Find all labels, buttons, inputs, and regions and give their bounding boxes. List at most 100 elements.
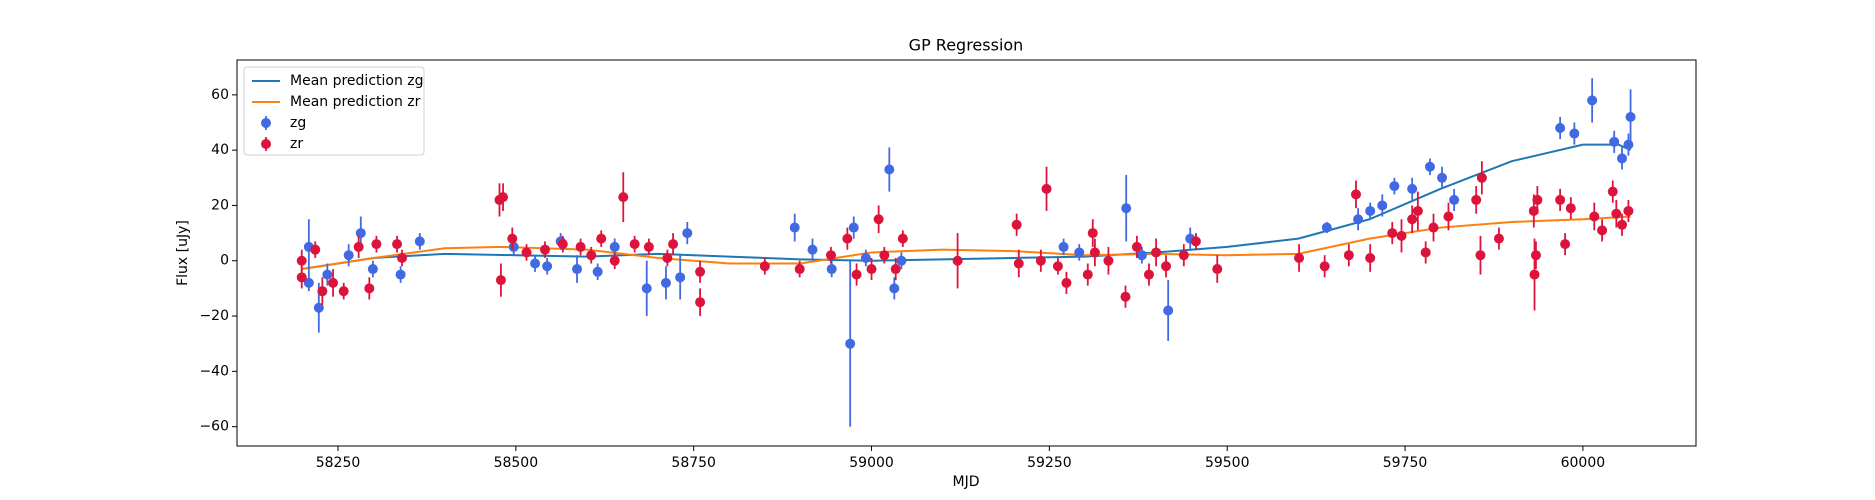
data-point	[1121, 203, 1132, 214]
data-point	[540, 244, 551, 255]
y-tick-label: −40	[199, 363, 229, 379]
data-point	[1061, 277, 1072, 288]
data-point	[1151, 247, 1162, 258]
x-tick-label: 59250	[1027, 455, 1072, 471]
x-tick-label: 60000	[1561, 455, 1606, 471]
data-point	[629, 239, 640, 250]
data-point	[392, 239, 403, 250]
y-tick-label: 60	[211, 87, 229, 103]
data-point	[1353, 214, 1364, 225]
data-point	[1569, 128, 1580, 139]
x-tick-label: 59500	[1205, 455, 1250, 471]
data-point	[848, 222, 859, 233]
data-point	[1529, 269, 1540, 280]
data-point	[1471, 194, 1482, 205]
x-tick-label: 58750	[671, 455, 716, 471]
mean-line	[301, 143, 1631, 271]
data-point	[495, 275, 506, 286]
data-point	[1389, 181, 1400, 192]
data-point	[609, 255, 620, 266]
data-point	[343, 250, 354, 261]
data-point	[1555, 123, 1566, 134]
data-point	[879, 250, 890, 261]
data-point	[1493, 233, 1504, 244]
data-point	[575, 241, 586, 252]
data-point	[695, 266, 706, 277]
data-point	[296, 255, 307, 266]
data-point	[1617, 153, 1628, 164]
data-point	[1407, 183, 1418, 194]
data-point	[896, 255, 907, 266]
data-point	[521, 247, 532, 258]
data-point	[1530, 250, 1541, 261]
data-point	[507, 233, 518, 244]
data-point	[897, 233, 908, 244]
data-point	[845, 338, 856, 349]
data-point	[1607, 186, 1618, 197]
data-point	[508, 241, 519, 252]
data-point	[313, 302, 324, 313]
data-point	[1190, 236, 1201, 247]
data-point	[1623, 205, 1634, 216]
data-point	[1178, 250, 1189, 261]
data-point	[1013, 258, 1024, 269]
legend-swatch	[261, 139, 271, 149]
data-point	[641, 283, 652, 294]
data-point	[1319, 261, 1330, 272]
y-tick-label: 40	[211, 142, 229, 158]
data-point	[328, 277, 339, 288]
data-point	[1443, 211, 1454, 222]
data-point	[789, 222, 800, 233]
y-axis-label: Flux [uJy]	[175, 220, 191, 286]
data-point	[530, 258, 541, 269]
data-point	[1212, 264, 1223, 275]
data-point	[1420, 247, 1431, 258]
data-point	[572, 264, 583, 275]
data-point	[1437, 172, 1448, 183]
legend-box	[243, 66, 425, 156]
data-point	[586, 250, 597, 261]
data-point	[296, 272, 307, 283]
data-point	[596, 233, 607, 244]
data-point	[889, 283, 900, 294]
data-point	[1103, 255, 1114, 266]
legend-label: zr	[290, 136, 303, 152]
data-point	[1321, 222, 1332, 233]
data-point	[1294, 252, 1305, 263]
data-point	[1555, 194, 1566, 205]
data-point	[1609, 136, 1620, 147]
data-point	[353, 241, 364, 252]
data-point	[1532, 194, 1543, 205]
data-point	[1089, 247, 1100, 258]
data-point	[1623, 139, 1634, 150]
data-point	[338, 286, 349, 297]
data-point	[1597, 225, 1608, 236]
plot-area	[296, 78, 1636, 427]
data-point	[1387, 228, 1398, 239]
data-point	[498, 192, 509, 203]
data-point	[542, 261, 553, 272]
data-point	[807, 244, 818, 255]
data-point	[1589, 211, 1600, 222]
data-point	[1565, 203, 1576, 214]
data-point	[1428, 222, 1439, 233]
data-point	[1475, 250, 1486, 261]
data-point	[662, 252, 673, 263]
data-point	[1424, 161, 1435, 172]
legend-label: zg	[290, 115, 306, 131]
data-point	[371, 239, 382, 250]
data-point	[643, 241, 654, 252]
data-point	[1365, 252, 1376, 263]
data-point	[1011, 219, 1022, 230]
data-point	[826, 264, 837, 275]
data-point	[675, 272, 686, 283]
data-point	[1052, 261, 1063, 272]
data-point	[1625, 111, 1636, 122]
data-point	[1476, 172, 1487, 183]
x-tick-label: 59750	[1383, 455, 1428, 471]
x-tick-label: 58250	[316, 455, 361, 471]
data-point	[1343, 250, 1354, 261]
data-point	[609, 241, 620, 252]
data-point	[1120, 291, 1131, 302]
data-point	[592, 266, 603, 277]
